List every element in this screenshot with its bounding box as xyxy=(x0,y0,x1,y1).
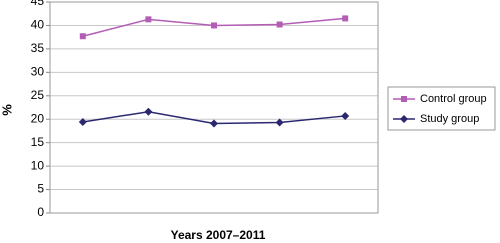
y-tick-label: 5 xyxy=(37,182,44,196)
marker xyxy=(342,15,349,22)
legend-box xyxy=(387,86,496,131)
marker xyxy=(145,16,152,23)
marker xyxy=(341,111,350,120)
y-axis-label: % xyxy=(0,104,14,116)
legend-label: Study group xyxy=(420,113,479,125)
marker xyxy=(210,119,218,128)
marker xyxy=(400,115,408,123)
y-tick-label: 35 xyxy=(31,41,45,55)
y-tick-label: 30 xyxy=(31,65,45,79)
marker xyxy=(275,118,284,127)
x-axis-label: Years 2007–2011 xyxy=(171,228,266,242)
marker xyxy=(401,96,407,102)
marker xyxy=(276,21,283,28)
legend-label: Control group xyxy=(420,93,487,105)
plot-border xyxy=(49,1,379,214)
y-tick-label: 0 xyxy=(37,205,44,219)
y-tick-label: 10 xyxy=(31,158,45,172)
y-tick-label: 25 xyxy=(31,88,45,102)
y-tick-label: 40 xyxy=(31,18,45,32)
marker xyxy=(78,118,87,127)
y-tick-label: 15 xyxy=(31,135,45,149)
y-tick-label: 20 xyxy=(31,111,45,125)
y-tick-label: 45 xyxy=(31,0,45,8)
marker xyxy=(144,107,153,116)
marker xyxy=(211,22,217,29)
marker xyxy=(79,33,86,40)
